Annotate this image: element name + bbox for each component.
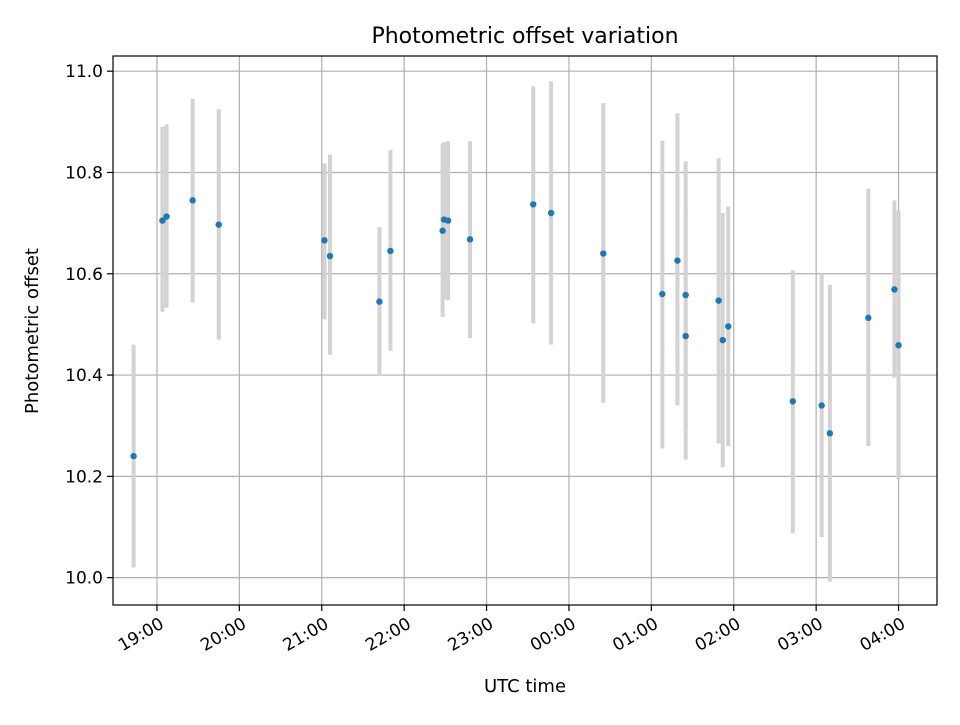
data-point bbox=[530, 201, 537, 208]
data-point bbox=[891, 286, 898, 293]
data-point bbox=[715, 297, 722, 304]
data-point bbox=[725, 323, 732, 330]
data-point bbox=[439, 227, 446, 234]
y-tick-label: 10.4 bbox=[65, 366, 103, 386]
y-tick-label: 10.6 bbox=[65, 265, 103, 285]
data-point bbox=[444, 217, 452, 224]
y-tick-label: 10.0 bbox=[65, 569, 103, 589]
data-point bbox=[674, 257, 681, 264]
data-point bbox=[682, 332, 689, 340]
plot-frame bbox=[112, 55, 938, 606]
y-axis-ticks: 10.0 10.2 10.4 10.6 10.8 11.0 bbox=[65, 62, 113, 589]
y-tick-label: 10.2 bbox=[65, 467, 103, 487]
data-point bbox=[547, 209, 555, 217]
data-point bbox=[130, 452, 137, 460]
data-point bbox=[659, 290, 666, 298]
data-point bbox=[215, 221, 222, 228]
data-point bbox=[895, 341, 902, 349]
y-axis-label: Photometric offset bbox=[22, 248, 43, 414]
data-point bbox=[789, 398, 796, 405]
y-tick-label: 11.0 bbox=[65, 62, 103, 82]
data-points bbox=[130, 197, 902, 460]
chart-title: Photometric offset variation bbox=[371, 24, 678, 49]
data-point bbox=[600, 250, 607, 257]
data-point bbox=[865, 314, 872, 322]
data-point bbox=[163, 213, 170, 220]
y-tick-label: 10.8 bbox=[65, 163, 103, 183]
data-point bbox=[326, 252, 334, 260]
data-point bbox=[376, 298, 383, 305]
data-point bbox=[387, 247, 394, 255]
data-point bbox=[466, 236, 474, 243]
data-point bbox=[826, 430, 834, 437]
data-point bbox=[321, 237, 328, 244]
data-point bbox=[189, 197, 196, 204]
x-axis-label: UTC time bbox=[484, 676, 566, 697]
data-point bbox=[682, 291, 689, 299]
data-point bbox=[159, 217, 166, 224]
data-point bbox=[719, 336, 726, 344]
data-point bbox=[818, 402, 825, 409]
